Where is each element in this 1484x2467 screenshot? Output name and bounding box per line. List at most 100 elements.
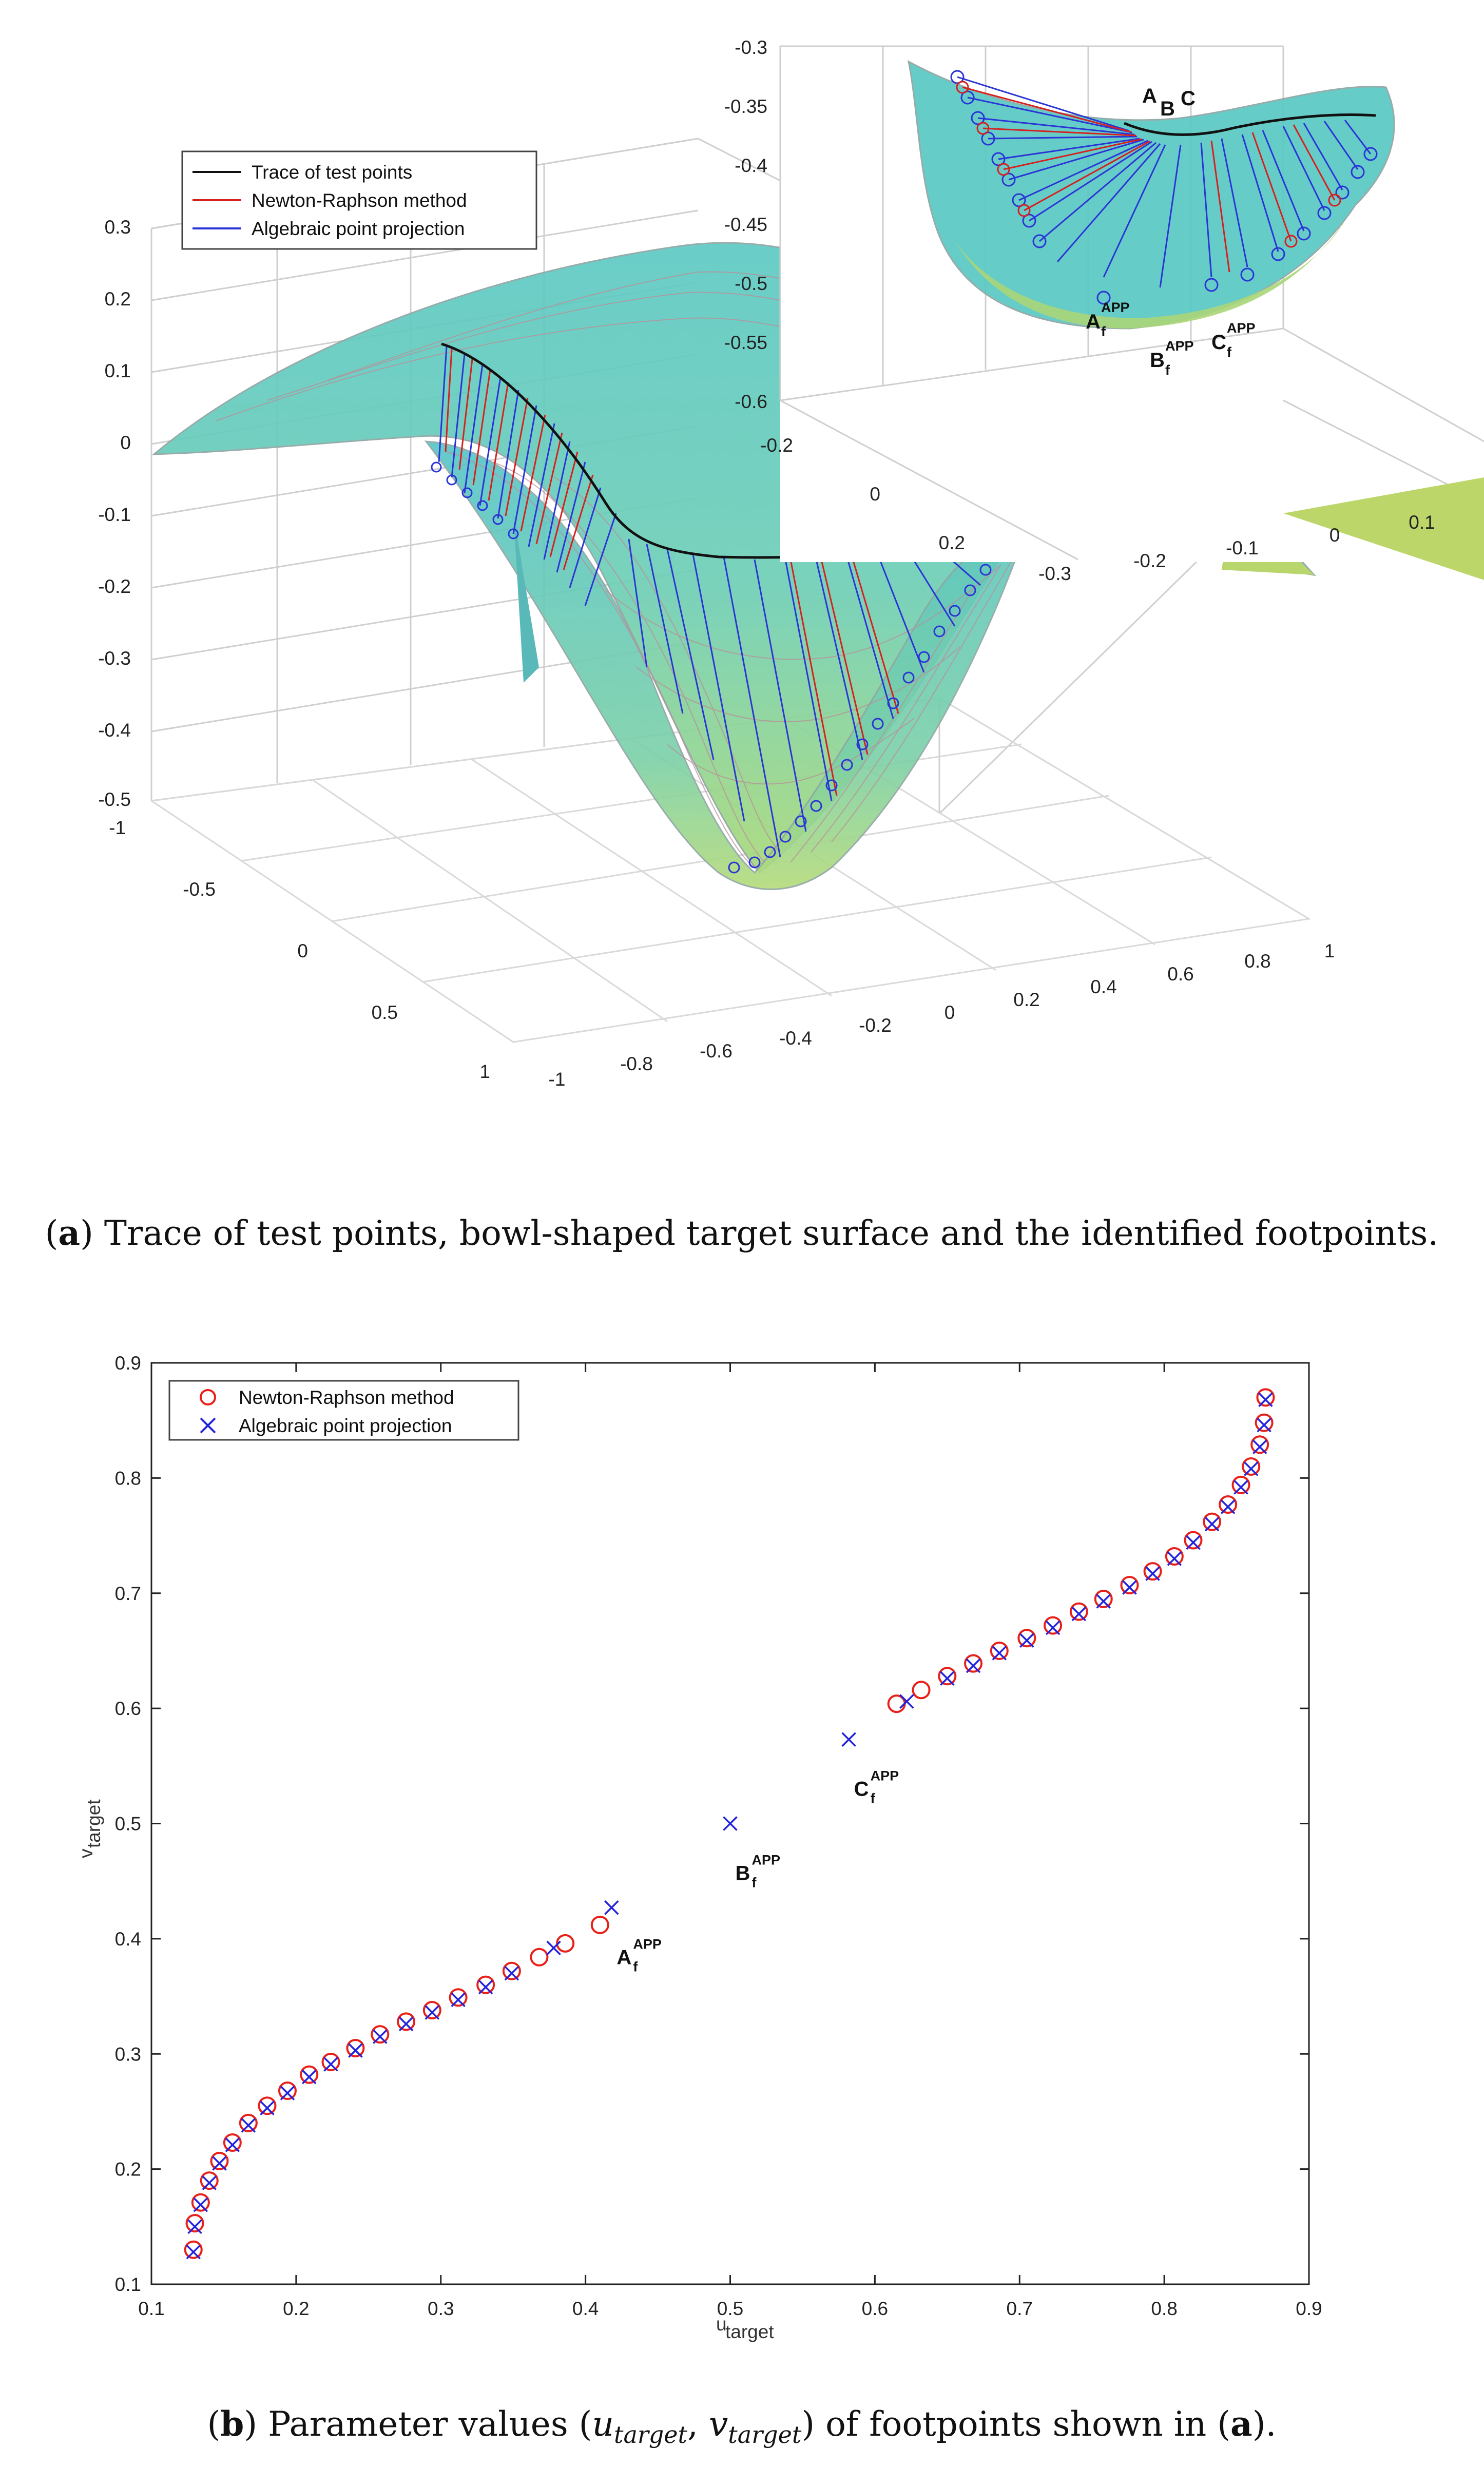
inset-z-tick: -0.5 <box>735 273 767 294</box>
algebraic-projection-point <box>323 2057 338 2072</box>
caption-b-u: u <box>592 2404 614 2444</box>
algebraic-projection-point <box>193 2197 208 2212</box>
newton-raphson-point <box>258 2096 277 2115</box>
algebraic-projection-point <box>1220 1499 1236 1514</box>
newton-raphson-point <box>200 2171 219 2190</box>
legend-entry-algebraic: Algebraic point projection <box>252 218 465 239</box>
inset-z-tick: -0.6 <box>735 391 767 412</box>
inset-foot-sub: f <box>1227 344 1232 360</box>
algebraic-projection-point <box>187 2219 202 2234</box>
inset-foot-sub: f <box>1101 324 1106 339</box>
inset-front-tick: 0.1 <box>1409 512 1435 533</box>
newton-raphson-point <box>1165 1547 1184 1566</box>
algebraic-projection-point <box>841 1732 856 1747</box>
x-tick-label: 0.2 <box>283 2298 309 2319</box>
x-tick-label: 0.1 <box>138 2298 164 2319</box>
inset-foot-base: B <box>1150 349 1165 372</box>
inset-z-tick: -0.35 <box>724 96 767 117</box>
newton-raphson-point <box>278 2081 297 2100</box>
trace-and-projections <box>431 342 1023 874</box>
inset-side-ticks: -0.2 0 0.2 <box>760 435 965 553</box>
newton-raphson-point <box>184 2240 203 2259</box>
z-tick: 0.3 <box>105 217 131 238</box>
algebraic-projection-point <box>1019 1633 1034 1648</box>
x-axis-label: u target <box>716 2314 774 2342</box>
algebraic-projection-point <box>723 1816 738 1831</box>
z-tick: -0.3 <box>98 648 131 669</box>
inset-front-tick: -0.3 <box>1038 563 1071 584</box>
z-tick: -0.4 <box>98 720 131 741</box>
inset-front-tick: -0.2 <box>1133 550 1166 571</box>
inset-foot-b: B APP f <box>1150 338 1194 378</box>
legend-panel-b: Newton-Raphson method Algebraic point pr… <box>168 1380 519 1441</box>
newton-raphson-point <box>964 1654 983 1673</box>
newton-raphson-point <box>1231 1475 1250 1494</box>
y-tick: -0.5 <box>183 879 216 900</box>
x-tick-label: 0.8 <box>1151 2298 1177 2319</box>
y-tick: 0.5 <box>372 1002 398 1023</box>
algebraic-projection-point <box>398 2016 414 2032</box>
newton-raphson-point <box>530 1948 549 1967</box>
inset-foot-c: C APP f <box>1211 320 1256 360</box>
caption-b-v: v <box>709 2404 728 2444</box>
algebraic-projection-point <box>186 2244 201 2260</box>
newton-raphson-point <box>185 2214 204 2233</box>
x-tick: -0.6 <box>700 1040 733 1062</box>
y-tick-label: 0.7 <box>115 1583 141 1604</box>
x-tick: 0.6 <box>1167 963 1193 985</box>
caption-b: (b) Parameter values (utarget, vtarget) … <box>207 2404 1276 2449</box>
y-tick-label: 0.3 <box>115 2044 141 2065</box>
algebraic-projection-point <box>1252 1439 1267 1455</box>
inset-z-tick: -0.4 <box>735 155 767 176</box>
footpoint-label-sup: APP <box>871 1768 899 1784</box>
algebraic-projection-point <box>425 2005 440 2020</box>
x-tick: 0.2 <box>1013 989 1039 1010</box>
inset-front-tick: 0 <box>1329 525 1340 546</box>
newton-raphson-point <box>990 1641 1009 1660</box>
caption-a: (a) Trace of test points, bowl-shaped ta… <box>45 1213 1439 1253</box>
newton-raphson-point <box>346 2039 365 2058</box>
y-tick-label: 0.9 <box>115 1353 141 1374</box>
algebraic-projection-point <box>451 1992 466 2008</box>
x-tick: -1 <box>549 1069 566 1090</box>
inset-foot-base: C <box>1211 331 1226 354</box>
newton-raphson-point <box>1094 1589 1113 1608</box>
caption-a-text: Trace of test points, bowl-shaped target… <box>104 1213 1438 1253</box>
inset-label-a: A <box>1142 85 1157 107</box>
algebraic-projection-point <box>899 1694 914 1709</box>
newton-raphson-point <box>1242 1457 1261 1476</box>
axis-ticks: 0.1 0.2 0.3 0.4 0.5 0.6 0.7 0.8 0.9 0.1 0.2 0.3 0.4 0… <box>115 1353 1322 2319</box>
newton-raphson-point <box>1120 1576 1139 1595</box>
z-tick: -0.1 <box>98 504 131 525</box>
algebraic-projection-point <box>1045 1620 1061 1635</box>
footpoint-label-sup: APP <box>633 1936 662 1952</box>
inset-z-tick: -0.55 <box>724 332 767 353</box>
algebraic-projection-point <box>280 2086 295 2100</box>
z-tick: 0.1 <box>105 360 131 381</box>
caption-b-end: ). <box>1252 2404 1277 2444</box>
algebraic-projection-point <box>992 1646 1007 1661</box>
x-tick-label: 0.9 <box>1296 2298 1322 2319</box>
newton-raphson-point <box>1044 1616 1063 1635</box>
inset-label-b: B <box>1160 98 1175 120</box>
newton-raphson-point <box>321 2052 340 2071</box>
inset-foot-a: A APP f <box>1086 300 1130 339</box>
y-tick-label: 0.1 <box>115 2274 141 2295</box>
x-tick: 0.4 <box>1090 976 1116 997</box>
inset-front-ticks: -0.3 -0.2 -0.1 0 0.1 <box>1038 512 1435 584</box>
newton-raphson-point <box>1143 1562 1162 1581</box>
inset-z-ticks: -0.3 -0.35 -0.4 -0.45 -0.5 -0.55 -0.6 <box>724 37 767 412</box>
panel-b-scatter-plot: 0.1 0.2 0.3 0.4 0.5 0.6 0.7 0.8 0.9 0.1 0.2 0.3 0.4 0… <box>75 1353 1322 2449</box>
x-tick-label: 0.6 <box>862 2298 888 2319</box>
newton-raphson-point <box>1184 1531 1203 1550</box>
inset-side-tick: 0.2 <box>939 532 965 553</box>
panel-a-3d-plot: 0.3 0.2 0.1 0 -0.1 -0.2 -0.3 -0.4 -0.5 -… <box>45 37 1484 1253</box>
algebraic-projection-point <box>373 2029 388 2044</box>
z-tick: -0.2 <box>98 576 131 597</box>
y-axis-label-sub: target <box>83 1799 104 1848</box>
newton-raphson-point <box>476 1975 495 1994</box>
algebraic-projection-point <box>1204 1516 1220 1532</box>
